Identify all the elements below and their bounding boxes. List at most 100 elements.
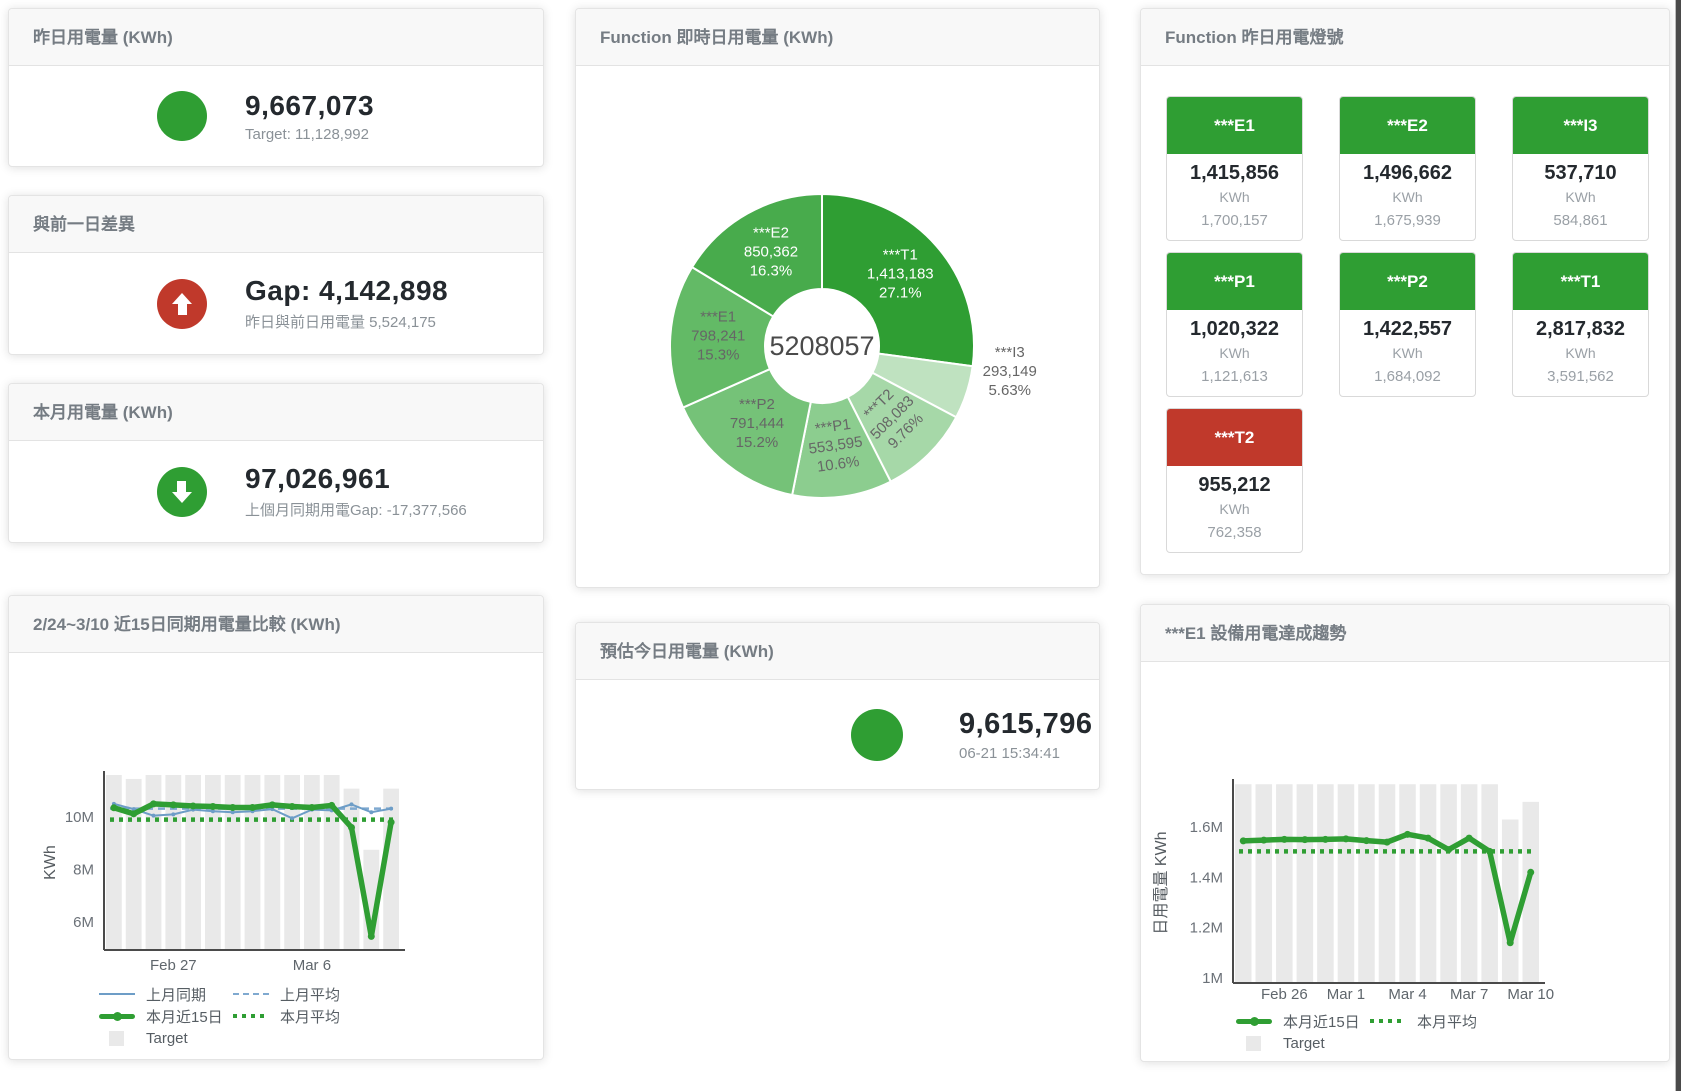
- card-title: 昨日用電量 (KWh): [9, 9, 543, 66]
- target-bar: [1460, 784, 1478, 983]
- scrollbar[interactable]: [1675, 0, 1681, 1091]
- tile-target: 1,700,157: [1201, 212, 1268, 229]
- tile-status-header: ***T1: [1513, 253, 1648, 310]
- kpi-value: 9,667,073: [245, 89, 375, 121]
- y-tick-label: 8M: [73, 861, 94, 878]
- legend-label: 本月近15日: [1283, 1013, 1360, 1031]
- data-point: [308, 804, 316, 812]
- data-point: [1486, 847, 1494, 855]
- tile-body: 537,710 KWh 584,861: [1513, 154, 1648, 240]
- data-point: [1362, 837, 1370, 845]
- tile-unit: KWh: [1219, 189, 1250, 205]
- data-point: [171, 812, 176, 817]
- tile-value: 1,496,662: [1363, 162, 1452, 184]
- y-tick-label: 10M: [65, 809, 94, 826]
- status-circle-icon: [157, 91, 207, 141]
- trend-line-chart: 1M 1.2M 1.4M 1.6M Feb 26 Mar 1 Mar 4 Mar 7 Mar 1…: [1153, 779, 1554, 1003]
- card-title: Function 昨日用電燈號: [1141, 9, 1669, 66]
- data-point: [1321, 835, 1329, 843]
- y-tick-label: 1.4M: [1190, 869, 1223, 886]
- legend-item-本月平均[interactable]: 本月平均: [233, 1006, 367, 1027]
- y-tick-label: 1M: [1202, 970, 1223, 987]
- donut-slice-label: ***E2 850,362 16.3%: [744, 224, 798, 279]
- tile-status-header: ***E2: [1340, 97, 1475, 154]
- donut-center-total: 5208057: [769, 331, 874, 361]
- data-point: [1383, 838, 1391, 846]
- data-point: [249, 804, 256, 812]
- legend-row: 上月同期 上月平均: [99, 983, 367, 1005]
- donut-slice-label: ***T1 1,413,183 27.1%: [867, 247, 934, 302]
- tile-target: 762,358: [1207, 524, 1262, 541]
- data-point: [189, 802, 197, 810]
- data-point: [387, 818, 395, 826]
- data-point: [1342, 835, 1350, 843]
- device-tile: ***E1 1,415,856 KWh 1,700,157: [1166, 96, 1303, 241]
- target-bar: [304, 775, 320, 950]
- kpi-value: Gap: 4,142,898: [245, 275, 449, 306]
- tile-status-header: ***P1: [1167, 253, 1302, 310]
- legend-item-Target[interactable]: Target: [99, 1030, 188, 1047]
- tile-value: 1,415,856: [1190, 162, 1279, 184]
- tile-unit: KWh: [1219, 345, 1250, 361]
- realtime-donut-chart: ***T1 1,413,183 27.1%***I3 293,149 5.63%***T…: [669, 192, 1037, 499]
- target-bar: [1399, 784, 1416, 983]
- card-month-usage: 本月用電量 (KWh) 97,026,961 上個月同期用電Gap: -17,3…: [8, 383, 544, 543]
- data-point: [151, 813, 156, 818]
- tile-value: 955,212: [1198, 474, 1271, 496]
- donut-slice-E2: [690, 192, 823, 318]
- data-point: [131, 807, 136, 812]
- compare-chart-body: 6M 8M 10M Feb 27 Mar 6 KWh 上月同期 上月平均 本月近15日 本月平均…: [9, 653, 543, 1059]
- card-gap-vs-previous-day: 與前一日差異 Gap: 4,142,898 昨日與前日用電量 5,524,175: [8, 195, 544, 355]
- data-point: [1506, 939, 1514, 947]
- legend-item-上月同期[interactable]: 上月同期: [99, 984, 233, 1005]
- kpi-timestamp: 06-21 15:34:41: [959, 744, 1060, 762]
- legend-label: Target: [146, 1029, 188, 1047]
- target-bar: [185, 775, 201, 950]
- legend-item-本月平均[interactable]: 本月平均: [1370, 1011, 1504, 1032]
- data-point: [1404, 830, 1412, 838]
- card-e1-trend-chart: ***E1 設備用電達成趨勢 1M 1.2M 1.4M 1.6M Feb 26 Mar 1…: [1140, 604, 1670, 1062]
- tile-value: 1,422,557: [1363, 318, 1452, 340]
- legend-item-本月近15日[interactable]: 本月近15日: [99, 1006, 233, 1027]
- target-bar: [1501, 819, 1519, 983]
- data-point: [268, 801, 276, 809]
- x-tick-label: Mar 6: [293, 957, 331, 974]
- tile-unit: KWh: [1565, 189, 1596, 205]
- target-bar: [323, 775, 340, 950]
- data-point: [209, 802, 217, 810]
- device-tiles-grid: ***E1 1,415,856 KWh 1,700,157 ***E2 1,496,662…: [1141, 66, 1669, 553]
- donut-slice-T1: [821, 192, 975, 368]
- legend-row: 本月近15日 本月平均: [99, 1005, 367, 1027]
- tile-unit: KWh: [1219, 501, 1250, 517]
- target-bar: [1419, 784, 1437, 983]
- card-15day-compare-chart: 2/24~3/10 近15日同期用電量比較 (KWh) 6M 8M 10M Feb 2…: [8, 595, 544, 1060]
- legend-item-Target[interactable]: Target: [1236, 1035, 1325, 1052]
- legend-row: 本月近15日 本月平均: [1236, 1010, 1504, 1032]
- tile-unit: KWh: [1392, 345, 1423, 361]
- tile-status-header: ***T2: [1167, 409, 1302, 466]
- target-bar: [244, 775, 261, 950]
- legend-item-上月平均[interactable]: 上月平均: [233, 984, 367, 1005]
- data-point: [230, 810, 235, 815]
- legend-marker-square-icon: [1246, 1035, 1261, 1051]
- target-bar: [165, 775, 182, 950]
- legend-label: 上月同期: [146, 986, 207, 1004]
- legend-item-本月近15日[interactable]: 本月近15日: [1236, 1011, 1370, 1032]
- trend-chart-body: 1M 1.2M 1.4M 1.6M Feb 26 Mar 1 Mar 4 Mar 7 Mar 1…: [1141, 662, 1669, 1061]
- target-bar: [1358, 784, 1375, 983]
- x-tick-label: Feb 27: [150, 957, 197, 974]
- card-title: 預估今日用電量 (KWh): [576, 623, 1099, 680]
- legend-label: 本月平均: [280, 1008, 341, 1026]
- card-yesterday-lights: Function 昨日用電燈號 ***E1 1,415,856 KWh 1,700,1…: [1140, 8, 1670, 575]
- arrow-up-icon: [157, 278, 207, 329]
- data-point: [290, 816, 295, 821]
- tile-target: 1,675,939: [1374, 212, 1441, 229]
- data-point: [288, 802, 296, 810]
- compare-line-chart: 6M 8M 10M Feb 27 Mar 6 KWh: [42, 771, 405, 974]
- legend-marker-thick-icon: [1236, 1016, 1272, 1026]
- legend-marker-dotted-icon: [1370, 1019, 1406, 1023]
- tile-value: 1,020,322: [1190, 318, 1279, 340]
- data-point: [169, 801, 177, 809]
- device-tile: ***I3 537,710 KWh 584,861: [1512, 96, 1649, 241]
